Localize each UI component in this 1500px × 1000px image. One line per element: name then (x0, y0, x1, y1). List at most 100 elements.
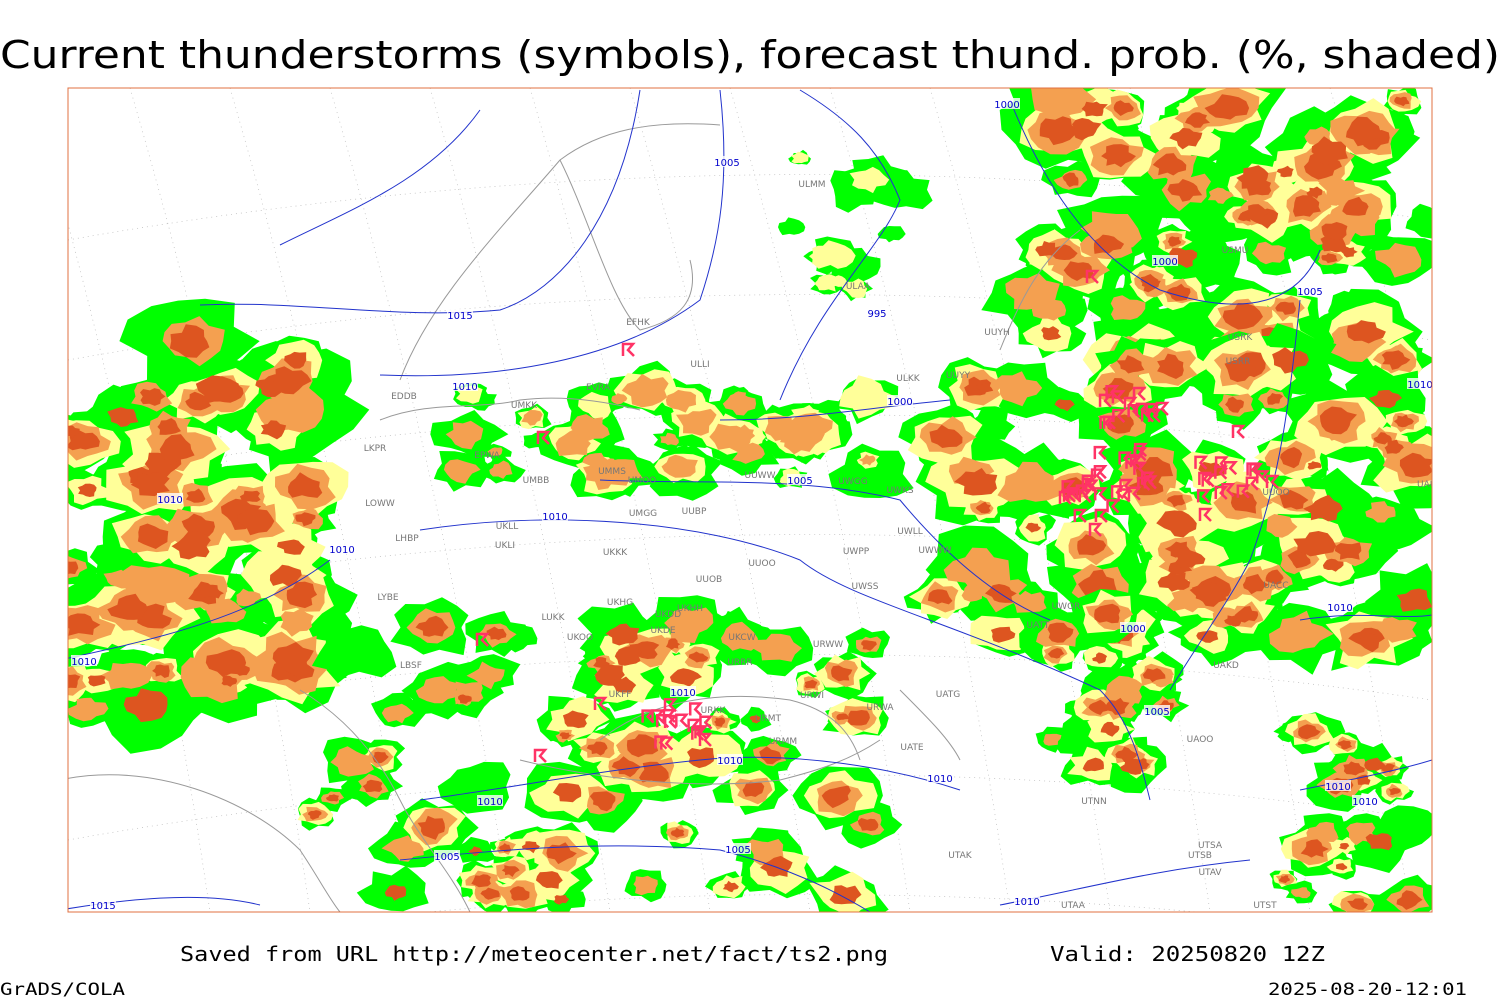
isobar (779, 89, 901, 401)
station-label: UWSS (852, 582, 879, 592)
prob-shading (1393, 414, 1414, 428)
prob-shading (68, 425, 80, 439)
station-label: UWGG (838, 477, 867, 487)
storm-symbol (694, 725, 709, 740)
station-label: UKLI (495, 541, 515, 551)
storm-symbol (1119, 478, 1134, 493)
prob-shading (1025, 522, 1042, 533)
station-label: USMU (1222, 246, 1249, 256)
prob-shading (722, 880, 739, 893)
prob-shading (130, 472, 170, 497)
prob-shading (990, 626, 1016, 643)
prob-shading (1094, 603, 1121, 624)
prob-shading (159, 434, 195, 466)
station-label: EDDB (391, 392, 417, 402)
prob-shading (255, 382, 324, 433)
isobar-label-bg (90, 899, 116, 910)
storm-symbol (621, 342, 636, 357)
prob-shading (1365, 833, 1393, 851)
prob-shading (1156, 510, 1197, 538)
station-label: EVRA (586, 383, 611, 393)
prob-shading (205, 649, 247, 677)
prob-shading (68, 613, 101, 636)
prob-shading (87, 675, 106, 687)
prob-shading (961, 582, 985, 602)
prob-shading (1041, 326, 1062, 341)
prob-shading (1388, 788, 1401, 795)
prob-shading (929, 424, 963, 448)
prob-shading (445, 420, 484, 450)
prob-shading (1043, 733, 1062, 746)
isobar-label-bg (864, 307, 890, 318)
prob-shading (1142, 668, 1166, 683)
isobar-label: 1010 (717, 756, 742, 767)
graticule (529, 88, 711, 912)
prob-shading (272, 642, 314, 677)
prob-shading (169, 324, 210, 358)
prob-shading (1152, 153, 1187, 176)
isobar (599, 479, 1051, 621)
station-label: UMBB (523, 476, 550, 486)
prob-shading (1157, 353, 1184, 379)
prob-shading (1341, 246, 1358, 258)
isobar-label-bg (717, 754, 743, 765)
prob-shading (849, 166, 890, 194)
storm-symbol (660, 736, 674, 751)
isobar-label-bg (1014, 895, 1040, 906)
station-label: UMKK (511, 401, 538, 411)
prob-shading (1291, 887, 1311, 899)
prob-shading (1115, 746, 1139, 762)
storm-symbol (691, 726, 705, 741)
storm-symbol (1224, 461, 1238, 476)
prob-shading (1113, 100, 1134, 116)
isobar-label: 1010 (157, 495, 182, 506)
storm-symbol (651, 709, 666, 724)
prob-shading (1077, 534, 1107, 556)
prob-shading (660, 432, 679, 446)
prob-shading (68, 674, 81, 689)
prob-shading (239, 490, 261, 502)
prob-shading (1306, 186, 1323, 199)
prob-shading (688, 651, 709, 663)
storm-symbol (641, 709, 656, 724)
prob-shading (1279, 489, 1309, 510)
station-label: UACC (1263, 581, 1288, 591)
prob-shading (1174, 547, 1206, 569)
prob-shading (586, 741, 608, 756)
prob-shading (1100, 721, 1120, 737)
prob-shading (661, 454, 698, 478)
storm-symbol (1062, 488, 1077, 503)
prob-shading (362, 779, 383, 792)
station-label: UWWW (918, 546, 951, 556)
isobar-label-bg (1297, 285, 1323, 296)
isobar (68, 559, 331, 659)
isobar-label-bg (1152, 255, 1178, 266)
station-label: LOWW (365, 499, 395, 509)
station-label: UMGG (629, 509, 657, 519)
prob-shading (1185, 112, 1210, 128)
prob-shading (236, 588, 262, 607)
prob-shading (829, 885, 862, 905)
isobar-label: 1010 (670, 688, 695, 699)
storm-symbol (1255, 470, 1270, 485)
prob-shading (1287, 550, 1311, 569)
station-label: USRR (1226, 357, 1251, 367)
graticule (629, 88, 811, 912)
prob-shading (1278, 875, 1290, 884)
station-label: UATE (900, 743, 924, 753)
station-label: UUYY (946, 371, 971, 381)
prob-shading (997, 461, 1062, 502)
prob-shading (1307, 461, 1322, 470)
prob-shading (742, 781, 765, 797)
prob-shading (1269, 610, 1334, 653)
storm-symbol (1106, 499, 1121, 514)
prob-shading (277, 539, 305, 555)
isobar-label-bg (927, 772, 953, 783)
prob-shading (123, 688, 168, 723)
prob-shading (1265, 569, 1284, 585)
isobar-label-bg (329, 543, 355, 554)
isobar (399, 845, 871, 912)
storm-symbol (1081, 474, 1096, 489)
prob-shading (1399, 452, 1432, 478)
prob-shading (1234, 606, 1259, 623)
